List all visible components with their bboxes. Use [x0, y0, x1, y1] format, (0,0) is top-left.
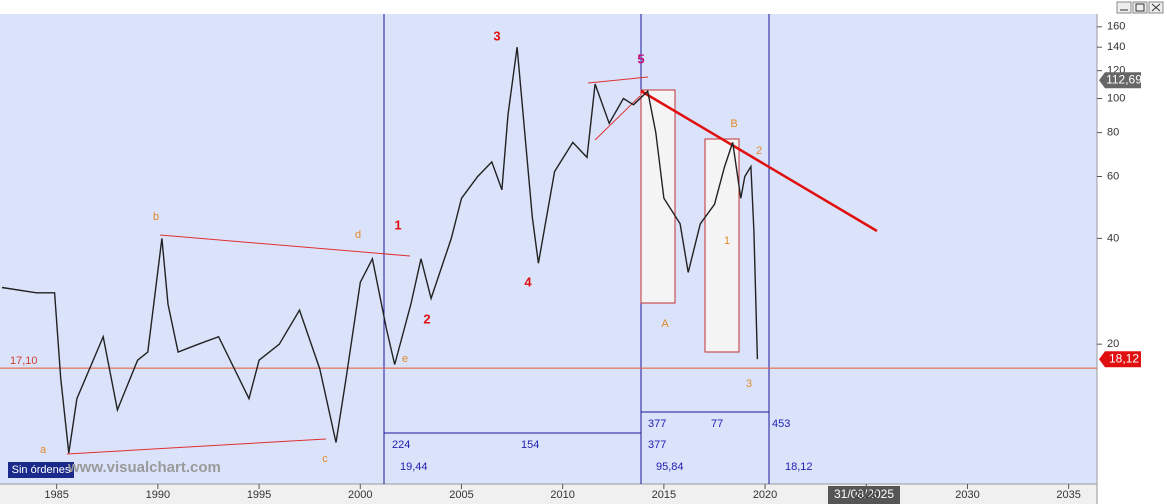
price-tag-label: 112,69 [1106, 72, 1142, 86]
y-tick-label: 60 [1107, 170, 1119, 182]
annotation: 453 [772, 418, 790, 430]
minimize-button[interactable] [1116, 1, 1132, 14]
trend-line [594, 95, 641, 141]
drawings [0, 14, 1097, 484]
x-tick-label: 2015 [652, 489, 676, 501]
annotation: 377 [648, 439, 666, 451]
annotation: 1 [724, 235, 730, 247]
maximize-button[interactable] [1132, 1, 1148, 14]
annotation: 2 [756, 145, 762, 157]
trend-line [159, 234, 411, 257]
x-tick-label: 2025 [854, 489, 878, 501]
annotation: 377 [648, 418, 666, 430]
annotation: 18,12 [785, 461, 813, 473]
x-tick-label: 2000 [348, 489, 372, 501]
annotation: 3 [493, 28, 500, 43]
annotation: 19,44 [400, 461, 428, 473]
x-tick-label: 1995 [247, 489, 271, 501]
annotation: A [661, 318, 669, 330]
annotation: 2 [423, 311, 430, 326]
x-tick-label: 2035 [1056, 489, 1080, 501]
annotation: c [322, 453, 328, 465]
annotation: 4 [524, 274, 532, 289]
annotation: 224 [392, 439, 410, 451]
y-tick-label: 40 [1107, 232, 1119, 244]
x-tick-label: 2030 [955, 489, 979, 501]
y-tick-label: 160 [1107, 21, 1125, 33]
hline-label: 17,10 [10, 355, 38, 367]
price-tag-label: 18,12 [1109, 351, 1139, 365]
trend-line [66, 438, 327, 455]
y-tick-label: 20 [1107, 338, 1119, 350]
trend-line [587, 76, 649, 84]
annotation: B [730, 118, 737, 130]
plot-area [0, 14, 1097, 484]
y-tick-label: 80 [1107, 126, 1119, 138]
box [640, 89, 676, 304]
watermark: www.visualchart.com [67, 459, 221, 476]
y-tick-label: 140 [1107, 41, 1125, 53]
annotation: d [355, 229, 361, 241]
icon [1151, 3, 1161, 12]
annotation: a [40, 444, 47, 456]
date-box [828, 486, 900, 504]
annotation: 3 [746, 378, 752, 390]
price-tag [1099, 351, 1141, 368]
status-box [8, 462, 74, 478]
price-tag [1099, 72, 1141, 89]
annotation: 95,84 [656, 461, 684, 473]
window-buttons[interactable] [1116, 1, 1164, 14]
trend-line [640, 89, 878, 233]
price-line [1, 47, 759, 454]
x-axis-panel [0, 484, 1097, 504]
annotation: 154 [521, 439, 539, 451]
x-tick-label: 2005 [449, 489, 473, 501]
status: Sin órdenes [12, 464, 71, 476]
annotation: 5 [637, 51, 644, 66]
annotation: e [402, 353, 408, 365]
x-tick-label: 2010 [550, 489, 574, 501]
annotation: 77 [711, 418, 723, 430]
icon [1135, 3, 1145, 12]
annotation: b [153, 211, 159, 223]
x-tick-label: 1990 [146, 489, 170, 501]
x-tick-label: 2020 [753, 489, 777, 501]
y-tick-label: 100 [1107, 92, 1125, 104]
x-tick-label: 1985 [44, 489, 68, 501]
cursor-date: 31/08/2025 [834, 487, 894, 501]
annotation: 1 [394, 217, 401, 232]
box [704, 138, 740, 353]
